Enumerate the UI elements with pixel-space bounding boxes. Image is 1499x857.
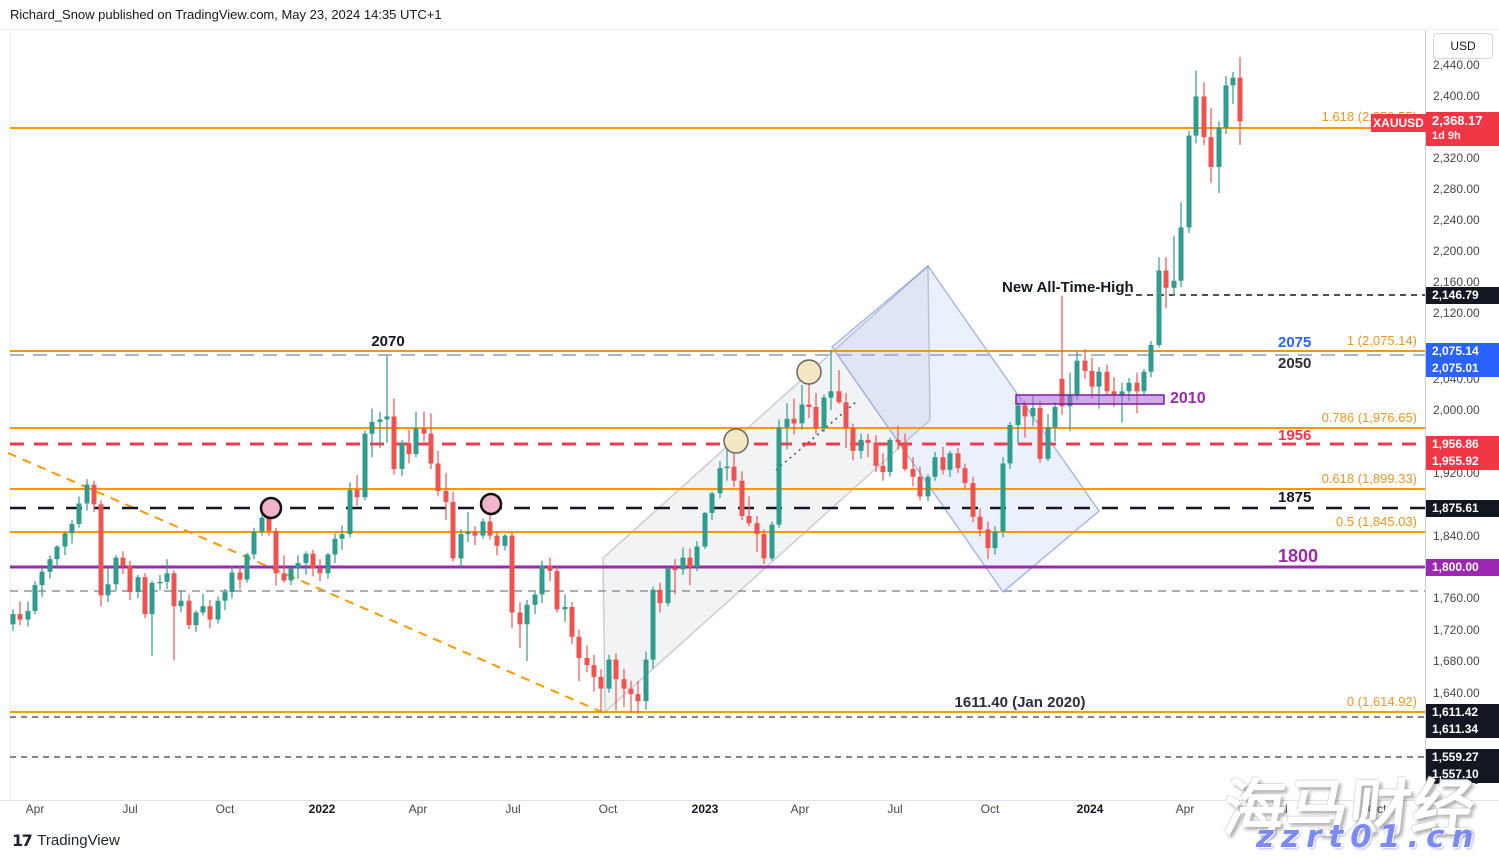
symbol-tag: XAUUSD [1371, 114, 1426, 132]
time-tick-2024: 2024 [1076, 802, 1104, 816]
price-tick: 1,840.00 [1433, 529, 1480, 543]
fib-label-1: 1 (2,075.14) [1346, 333, 1417, 348]
last-price-ticket: 2,368.17 1d 9h [1426, 112, 1499, 146]
time-axis-border [0, 800, 1499, 801]
beige-marker-1 [723, 428, 749, 454]
price-label: 1,956.86 [1426, 436, 1499, 453]
tradingview-logo-icon: 17 [12, 831, 33, 850]
time-tick-oct: Oct [215, 802, 235, 816]
price-tick: 2,000.00 [1433, 403, 1480, 417]
time-tick-jul: Jul [122, 802, 138, 816]
pink-marker-1 [259, 496, 283, 520]
time-tick-apr: Apr [25, 802, 45, 816]
time-tick-2022: 2022 [308, 802, 336, 816]
price-tick: 1,680.00 [1433, 654, 1480, 668]
watermark-url: zzrt01.cn [1256, 819, 1481, 855]
time-tick-jul: Jul [505, 802, 521, 816]
price-tick: 2,160.00 [1433, 275, 1480, 289]
candlestick-series [10, 57, 1243, 714]
price-tick: 2,120.00 [1433, 306, 1480, 320]
annotation-1611-40-jan-2020-: 1611.40 (Jan 2020) [954, 694, 1086, 711]
price-tick: 2,240.00 [1433, 213, 1480, 227]
price-tick: 2,400.00 [1433, 89, 1480, 103]
price-tick: 1,640.00 [1433, 686, 1480, 700]
time-tick-apr: Apr [1175, 802, 1195, 816]
price-label: 1,557.10 [1426, 766, 1499, 783]
price-tick: 1,720.00 [1433, 623, 1480, 637]
tradingview-logo[interactable]: 17 TradingView [12, 831, 120, 850]
annotation-1956: 1956 [1278, 427, 1312, 444]
price-label: 1,955.92 [1426, 453, 1499, 470]
pane-left-border [10, 30, 11, 800]
fib-label-3: 0.618 (1,899.33) [1321, 471, 1417, 486]
price-label: 2,075.01 [1426, 360, 1499, 377]
price-label: 2,146.79 [1426, 287, 1499, 304]
time-tick-jul: Jul [887, 802, 903, 816]
downtrend-dashed [7, 452, 605, 714]
annotation-new-all-time-high: New All-Time-High [1002, 279, 1134, 296]
last-price-value: 2,368.17 [1432, 113, 1483, 128]
pink-marker-2 [479, 492, 503, 516]
time-tick-apr: Apr [408, 802, 428, 816]
annotation-2070: 2070 [371, 333, 405, 350]
price-label: 1,611.34 [1426, 721, 1499, 738]
annotation-2010: 2010 [1170, 390, 1206, 407]
time-tick-oct: Oct [598, 802, 618, 816]
time-tick-oct: Oct [980, 802, 1000, 816]
bar-countdown: 1d 9h [1432, 130, 1461, 142]
price-tick: 2,200.00 [1433, 244, 1480, 258]
fib-label-2: 0.786 (1,976.65) [1321, 410, 1417, 425]
currency-toggle-button[interactable]: USD [1433, 33, 1493, 59]
price-tick: 1,760.00 [1433, 591, 1480, 605]
support-zone-box [1015, 394, 1165, 405]
time-tick-2023: 2023 [691, 802, 719, 816]
beige-marker-2 [796, 359, 822, 385]
price-label: 1,800.00 [1426, 559, 1499, 576]
fib-label-5: 0 (1,614.92) [1346, 694, 1417, 709]
fib-label-4: 0.5 (1,845.03) [1336, 514, 1417, 529]
annotation-1875: 1875 [1278, 489, 1312, 506]
price-label: 1,875.61 [1426, 500, 1499, 517]
price-tick: 2,440.00 [1433, 58, 1480, 72]
tradingview-logo-text: TradingView [37, 832, 120, 849]
annotation-2050: 2050 [1278, 355, 1312, 372]
price-tick: 2,280.00 [1433, 182, 1480, 196]
price-label: 1,611.42 [1426, 704, 1499, 721]
time-tick-apr: Apr [790, 802, 810, 816]
price-axis-border [1425, 30, 1426, 820]
pane-top-border [0, 29, 1499, 30]
price-tick: 2,320.00 [1433, 151, 1480, 165]
price-label: 2,075.14 [1426, 343, 1499, 360]
publish-note: Richard_Snow published on TradingView.co… [10, 7, 442, 22]
time-tick-oct: Oct [1367, 802, 1387, 816]
time-tick-jul: Jul [1272, 802, 1288, 816]
annotation-2075: 2075 [1278, 334, 1312, 351]
annotation-1800: 1800 [1278, 546, 1319, 566]
price-label: 1,559.27 [1426, 749, 1499, 766]
